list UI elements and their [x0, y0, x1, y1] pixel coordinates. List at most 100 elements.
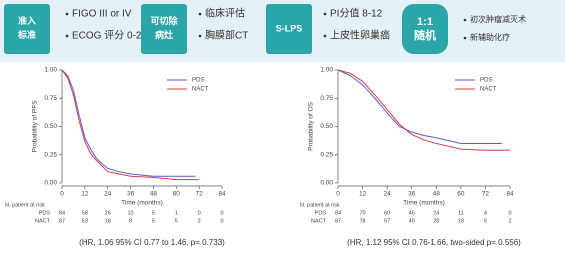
- risk-row-name: PDS: [315, 210, 327, 216]
- bullet: [198, 12, 202, 16]
- risk-row-name: NACT: [35, 218, 51, 224]
- step-box-label: 1:1 随机: [414, 16, 436, 42]
- risk-count: 0: [198, 210, 201, 216]
- risk-count: 84: [59, 210, 65, 216]
- km-curve: [61, 69, 200, 181]
- y-axis-label: Probability of PFS: [32, 100, 39, 153]
- x-tick-label: 12: [81, 191, 89, 198]
- legend-label: PDS: [192, 78, 204, 84]
- caption: (HR, 1.06 95% CI 0.77 to 1.46, p= 0.733): [79, 238, 225, 247]
- step-item: FIGO III or IV: [72, 9, 132, 20]
- risk-title: N. patient at risk: [5, 202, 45, 208]
- bullet: [65, 34, 69, 38]
- x-axis-label: Time (months): [121, 200, 163, 207]
- step-box: [141, 4, 187, 54]
- risk-count: 5: [152, 218, 155, 224]
- risk-count: 18: [105, 218, 111, 224]
- risk-count: 78: [360, 218, 366, 224]
- risk-count: 26: [105, 210, 111, 216]
- step-item: ECOG 评分 0-2: [72, 30, 142, 42]
- risk-count: 0: [220, 210, 223, 216]
- risk-row-name: NACT: [311, 218, 327, 224]
- step-box-line: 准入: [18, 15, 36, 26]
- x-tick-label: 36: [408, 191, 416, 198]
- x-axis-label: Time (months): [403, 200, 445, 207]
- x-tick-label: 24: [384, 191, 392, 198]
- bullet: [463, 18, 467, 22]
- risk-count: 58: [82, 210, 88, 216]
- risk-count: 87: [59, 218, 65, 224]
- y-tick-label: 0.75: [320, 95, 333, 102]
- step-box-line: 可切除: [150, 15, 178, 26]
- y-tick-label: 0.25: [44, 151, 57, 158]
- x-tick-label: 60: [457, 191, 465, 198]
- risk-title: N. patient at risk: [300, 202, 340, 208]
- risk-count: 18: [458, 218, 464, 224]
- legend-label: NACT: [192, 87, 209, 93]
- x-tick-label: 48: [433, 191, 441, 198]
- risk-count: 0: [508, 210, 511, 216]
- risk-count: 2: [508, 218, 511, 224]
- legend-label: PDS: [480, 78, 492, 84]
- x-tick-label: 48: [150, 191, 158, 198]
- step-box-label: S-LPS: [276, 23, 303, 33]
- step-item: 胸膜部CT: [205, 29, 248, 42]
- step-item: 初次肿瘤减灭术: [470, 14, 526, 24]
- y-tick-label: 0.75: [44, 95, 57, 102]
- step-box-line: 病灶: [155, 29, 173, 40]
- step-box-label: 可切除病灶: [150, 15, 178, 40]
- bullet: [198, 34, 202, 38]
- x-tick-label: 12: [359, 191, 367, 198]
- risk-count: 8: [129, 218, 132, 224]
- y-tick-label: 1.00: [44, 67, 57, 74]
- y-tick-label: 1.00: [320, 67, 333, 74]
- km-curve: [61, 69, 196, 177]
- step-box-label: 准入标准: [17, 15, 36, 40]
- bullet: [65, 12, 69, 16]
- bullet: [463, 36, 467, 40]
- risk-count: 70: [360, 210, 366, 216]
- risk-count: 84: [335, 210, 341, 216]
- x-tick-label: 60: [173, 191, 181, 198]
- risk-count: 53: [82, 218, 88, 224]
- risk-count: 1: [175, 210, 178, 216]
- step-box-line: 标准: [17, 29, 36, 40]
- risk-row-name: PDS: [39, 210, 51, 216]
- risk-count: 87: [335, 218, 341, 224]
- risk-count: 10: [128, 210, 134, 216]
- x-tick-label: 0: [60, 191, 64, 198]
- y-tick-label: 0.00: [320, 180, 333, 187]
- km-curve: [337, 69, 510, 151]
- x-tick-label: 24: [104, 191, 112, 198]
- y-tick-label: 0.00: [44, 180, 57, 187]
- y-tick-label: 0.50: [44, 123, 57, 130]
- step-item: 上皮性卵巢癌: [330, 29, 390, 42]
- risk-count: 5: [152, 210, 155, 216]
- step-item: 新辅助化疗: [470, 32, 510, 42]
- step-box-line: 1:1: [417, 16, 433, 28]
- bullet: [323, 34, 327, 38]
- step-box: [4, 4, 50, 54]
- step-item: 临床评估: [205, 7, 245, 20]
- x-tick-label: 72: [482, 191, 490, 198]
- step-box: [402, 4, 448, 54]
- risk-count: 0: [220, 218, 223, 224]
- y-axis-label: Probability of OS: [308, 101, 315, 150]
- bullet: [323, 12, 327, 16]
- risk-count: 11: [458, 210, 464, 216]
- caption: (HR, 1.12 95% CI 0.76-1.66, two-sided p=…: [347, 238, 521, 247]
- risk-count: 28: [433, 218, 439, 224]
- risk-count: 46: [409, 210, 415, 216]
- risk-count: 24: [433, 210, 439, 216]
- x-tick-label: 84: [218, 191, 226, 198]
- risk-count: 60: [384, 210, 390, 216]
- legend-label: NACT: [480, 87, 497, 93]
- x-tick-label: 72: [196, 191, 204, 198]
- x-tick-label: 84: [506, 191, 514, 198]
- step-box-line: 随机: [414, 28, 436, 42]
- step-box: [266, 4, 312, 54]
- x-tick-label: 36: [127, 191, 135, 198]
- risk-count: 4: [484, 210, 487, 216]
- risk-count: 5: [175, 218, 178, 224]
